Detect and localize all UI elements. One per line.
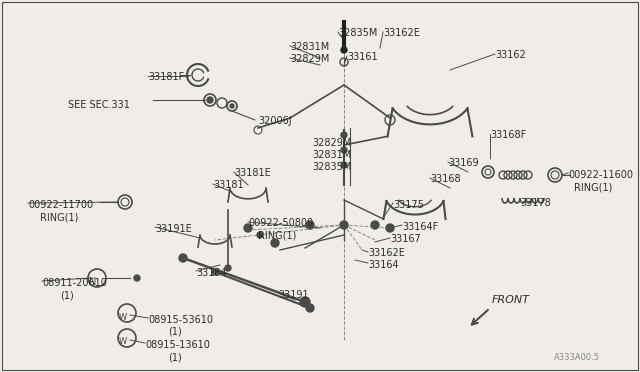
Circle shape <box>371 221 379 229</box>
Text: N: N <box>90 277 97 287</box>
Text: 33168F: 33168F <box>490 130 526 140</box>
Text: 32829M: 32829M <box>312 138 351 148</box>
Text: W: W <box>119 312 127 321</box>
Text: 08915-13610: 08915-13610 <box>145 340 210 350</box>
Circle shape <box>207 97 213 103</box>
Text: 33184: 33184 <box>196 268 227 278</box>
Circle shape <box>341 147 347 153</box>
Text: 00922-11700: 00922-11700 <box>28 200 93 210</box>
Text: 00922-11600: 00922-11600 <box>568 170 633 180</box>
Text: (1): (1) <box>60 290 74 300</box>
Text: (1): (1) <box>168 327 182 337</box>
Text: RING(1): RING(1) <box>574 182 612 192</box>
Text: W: W <box>119 337 127 346</box>
Circle shape <box>230 104 234 108</box>
Text: 32831M: 32831M <box>290 42 329 52</box>
Text: 33191: 33191 <box>278 290 308 300</box>
Text: A333A00.5: A333A00.5 <box>554 353 600 362</box>
Text: RING(1): RING(1) <box>258 230 296 240</box>
Circle shape <box>271 239 279 247</box>
Circle shape <box>386 224 394 232</box>
Text: FRONT: FRONT <box>492 295 530 305</box>
Circle shape <box>341 132 347 138</box>
Text: 33175: 33175 <box>393 200 424 210</box>
Circle shape <box>179 254 187 262</box>
Text: 32835M: 32835M <box>312 162 351 172</box>
Circle shape <box>225 265 231 271</box>
Text: 33191E: 33191E <box>155 224 192 234</box>
Text: 33164: 33164 <box>368 260 399 270</box>
Text: 08915-53610: 08915-53610 <box>148 315 213 325</box>
Text: 00922-50800: 00922-50800 <box>248 218 313 228</box>
Circle shape <box>244 224 252 232</box>
Text: 33169: 33169 <box>448 158 479 168</box>
Text: 33162E: 33162E <box>383 28 420 38</box>
Text: 33168: 33168 <box>430 174 461 184</box>
Circle shape <box>134 275 140 281</box>
Text: RING(1): RING(1) <box>40 212 78 222</box>
Circle shape <box>306 304 314 312</box>
Circle shape <box>257 232 263 238</box>
Text: 33162E: 33162E <box>368 248 405 258</box>
Text: 33178: 33178 <box>520 198 551 208</box>
Text: SEE SEC.331: SEE SEC.331 <box>68 100 130 110</box>
Text: 32829M: 32829M <box>290 54 330 64</box>
Circle shape <box>340 221 348 229</box>
Text: 33181E: 33181E <box>234 168 271 178</box>
Text: 32835M: 32835M <box>338 28 378 38</box>
Text: 08911-20610: 08911-20610 <box>42 278 107 288</box>
Circle shape <box>300 297 310 307</box>
Text: 32831M: 32831M <box>312 150 351 160</box>
Text: (1): (1) <box>168 352 182 362</box>
Text: 33164F: 33164F <box>402 222 438 232</box>
Text: 33181: 33181 <box>213 180 244 190</box>
Text: 32006J: 32006J <box>258 116 292 126</box>
Circle shape <box>212 269 218 275</box>
Circle shape <box>341 162 347 168</box>
Text: 33162: 33162 <box>495 50 525 60</box>
Text: 33181F: 33181F <box>148 72 184 82</box>
Circle shape <box>341 47 347 53</box>
Circle shape <box>306 221 314 229</box>
Text: 33161: 33161 <box>347 52 378 62</box>
Text: 33167: 33167 <box>390 234 420 244</box>
